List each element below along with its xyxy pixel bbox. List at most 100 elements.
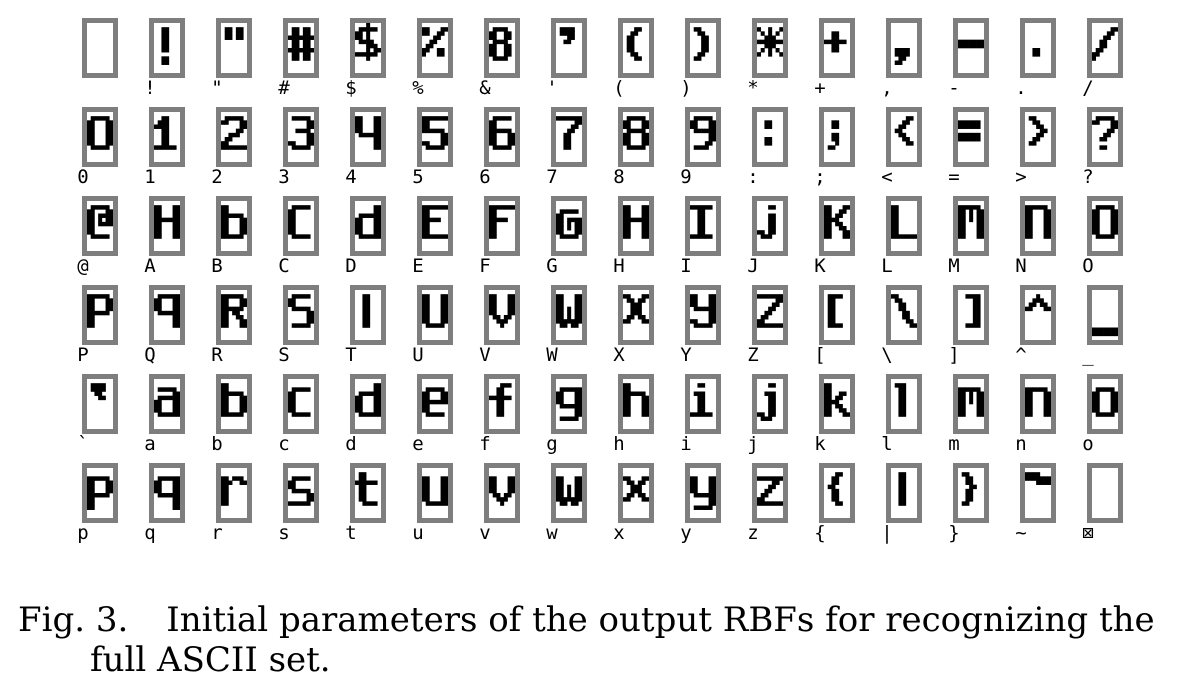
char-cell-lower-r: r <box>200 463 266 551</box>
bitmap-glyph <box>556 23 582 73</box>
bitmap-glyph <box>355 290 381 340</box>
char-cell-code-93: ] <box>937 285 1003 373</box>
char-label: H <box>613 255 625 277</box>
char-label: ] <box>948 344 960 366</box>
rbf-bitmap <box>819 107 855 167</box>
char-label: L <box>881 255 893 277</box>
char-label: l <box>881 433 893 455</box>
rbf-bitmap <box>283 285 319 345</box>
char-label: = <box>948 166 960 188</box>
rbf-bitmap <box>484 463 520 523</box>
char-label: < <box>881 166 893 188</box>
rbf-bitmap <box>886 107 922 167</box>
char-cell-code-60: < <box>870 107 936 195</box>
rbf-bitmap <box>1020 285 1056 345</box>
caption-number: Fig. 3. <box>18 600 129 640</box>
rbf-bitmap <box>484 18 520 78</box>
bitmap-glyph <box>958 290 984 340</box>
bitmap-glyph <box>422 379 448 429</box>
rbf-bitmap <box>82 18 118 78</box>
char-label: M <box>948 255 960 277</box>
char-label: 4 <box>345 166 357 188</box>
rbf-bitmap <box>484 374 520 434</box>
char-label: : <box>747 166 759 188</box>
char-label: h <box>613 433 625 455</box>
rbf-bitmap <box>350 18 386 78</box>
char-label: ; <box>814 166 826 188</box>
rbf-bitmap <box>1020 196 1056 256</box>
char-label: W <box>546 344 558 366</box>
char-label: t <box>345 522 357 544</box>
rbf-bitmap <box>1087 374 1123 434</box>
bitmap-glyph <box>87 112 113 162</box>
rbf-bitmap <box>953 374 989 434</box>
char-cell-lower-l: l <box>870 374 936 462</box>
rbf-bitmap <box>484 196 520 256</box>
rbf-bitmap <box>82 374 118 434</box>
rbf-bitmap <box>953 285 989 345</box>
rbf-bitmap <box>149 374 185 434</box>
char-label: Q <box>144 344 156 366</box>
rbf-bitmap <box>350 107 386 167</box>
rbf-bitmap <box>283 196 319 256</box>
rbf-bitmap <box>283 463 319 523</box>
char-cell-lower-v: v <box>468 463 534 551</box>
bitmap-glyph <box>757 23 783 73</box>
char-cell-code-35: # <box>267 18 333 106</box>
char-cell-code-94: ^ <box>1004 285 1070 373</box>
rbf-bitmap <box>216 18 252 78</box>
bitmap-glyph <box>1025 112 1051 162</box>
bitmap-glyph <box>1092 468 1118 518</box>
bitmap-glyph <box>891 290 917 340</box>
rbf-bitmap <box>484 107 520 167</box>
char-label: F <box>479 255 491 277</box>
char-cell-lower-b: b <box>200 374 266 462</box>
char-label: p <box>77 522 89 544</box>
char-cell-code-47: / <box>1071 18 1137 106</box>
char-label: u <box>412 522 424 544</box>
figure-caption: Fig. 3. Initial parameters of the output … <box>18 600 1178 680</box>
char-cell-digit-5: 5 <box>401 107 467 195</box>
char-label: ' <box>546 77 558 99</box>
char-label: % <box>412 77 424 99</box>
char-cell-lower-f: f <box>468 374 534 462</box>
char-cell-lower-m: m <box>937 374 1003 462</box>
char-cell-upper-b: B <box>200 196 266 284</box>
char-label: [ <box>814 344 826 366</box>
bitmap-glyph <box>824 201 850 251</box>
char-cell-lower-x: x <box>602 463 668 551</box>
bitmap-glyph <box>221 290 247 340</box>
bitmap-glyph <box>355 23 381 73</box>
rbf-bitmap <box>216 285 252 345</box>
char-cell-digit-3: 3 <box>267 107 333 195</box>
char-label: ! <box>144 77 156 99</box>
rbf-bitmap <box>1020 374 1056 434</box>
char-cell-digit-9: 9 <box>669 107 735 195</box>
char-label: ` <box>77 433 89 455</box>
rbf-bitmap <box>216 196 252 256</box>
rbf-bitmap <box>417 285 453 345</box>
bitmap-glyph <box>1092 290 1118 340</box>
char-cell-digit-1: 1 <box>133 107 199 195</box>
bitmap-glyph <box>422 201 448 251</box>
rbf-bitmap <box>752 463 788 523</box>
char-label: n <box>1015 433 1027 455</box>
bitmap-glyph <box>1092 112 1118 162</box>
bitmap-glyph <box>690 290 716 340</box>
rbf-bitmap <box>149 463 185 523</box>
bitmap-glyph <box>221 468 247 518</box>
bitmap-glyph <box>891 201 917 251</box>
char-cell-upper-k: K <box>803 196 869 284</box>
char-label: f <box>479 433 491 455</box>
bitmap-glyph <box>958 23 984 73</box>
bitmap-glyph <box>757 468 783 518</box>
char-cell-code-63: ? <box>1071 107 1137 195</box>
char-cell-lower-c: c <box>267 374 333 462</box>
rbf-bitmap <box>953 196 989 256</box>
char-cell-lower-i: i <box>669 374 735 462</box>
char-cell-code-46: . <box>1004 18 1070 106</box>
char-cell-lower-a: a <box>133 374 199 462</box>
bitmap-glyph <box>958 201 984 251</box>
char-cell-upper-z: Z <box>736 285 802 373</box>
char-cell-lower-y: y <box>669 463 735 551</box>
